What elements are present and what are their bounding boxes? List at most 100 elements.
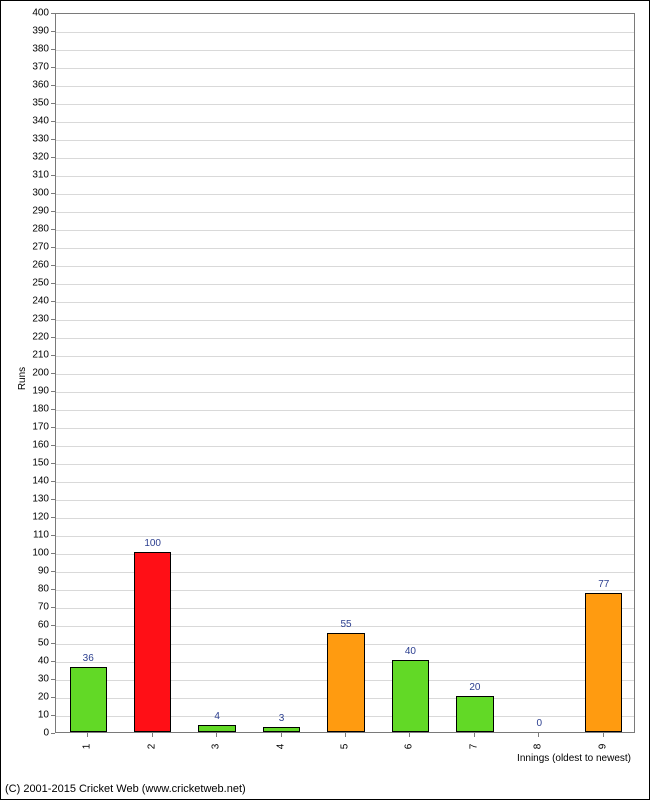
y-tick-mark [51,247,55,248]
y-tick-mark [51,499,55,500]
gridline [56,284,634,285]
x-tick-label: 8 [533,744,544,750]
gridline [56,104,634,105]
y-tick-label: 230 [32,314,49,325]
x-tick-label: 2 [146,744,157,750]
gridline [56,392,634,393]
x-tick-mark [345,733,346,737]
y-tick-label: 60 [38,620,49,631]
y-tick-mark [51,589,55,590]
y-tick-label: 130 [32,494,49,505]
y-tick-mark [51,715,55,716]
y-tick-label: 150 [32,458,49,469]
y-tick-label: 0 [43,728,49,739]
y-tick-mark [51,337,55,338]
gridline [56,68,634,69]
bar-value-label: 4 [214,711,220,722]
x-tick-label: 4 [275,744,286,750]
y-tick-mark [51,517,55,518]
y-tick-mark [51,571,55,572]
y-tick-label: 160 [32,440,49,451]
y-tick-mark [51,31,55,32]
y-tick-mark [51,139,55,140]
y-tick-label: 350 [32,98,49,109]
gridline [56,176,634,177]
y-tick-mark [51,283,55,284]
y-tick-label: 30 [38,674,49,685]
x-tick-mark [87,733,88,737]
y-tick-label: 370 [32,62,49,73]
gridline [56,32,634,33]
bar [198,725,235,732]
y-tick-label: 360 [32,80,49,91]
bar-value-label: 40 [405,646,416,657]
x-tick-label: 7 [468,744,479,750]
y-tick-mark [51,427,55,428]
x-tick-label: 1 [82,744,93,750]
y-tick-mark [51,49,55,50]
bar-value-label: 100 [144,538,161,549]
gridline [56,482,634,483]
gridline [56,302,634,303]
copyright-text: (C) 2001-2015 Cricket Web (www.cricketwe… [5,783,246,795]
gridline [56,86,634,87]
y-tick-label: 400 [32,8,49,19]
y-tick-label: 90 [38,566,49,577]
x-tick-mark [281,733,282,737]
y-tick-label: 20 [38,692,49,703]
gridline [56,194,634,195]
y-tick-label: 210 [32,350,49,361]
x-tick-mark [216,733,217,737]
gridline [56,356,634,357]
y-tick-mark [51,175,55,176]
y-tick-label: 310 [32,170,49,181]
gridline [56,338,634,339]
y-tick-mark [51,229,55,230]
gridline [56,410,634,411]
gridline [56,248,634,249]
y-tick-label: 340 [32,116,49,127]
y-tick-label: 100 [32,548,49,559]
y-tick-label: 140 [32,476,49,487]
x-tick-mark [538,733,539,737]
gridline [56,230,634,231]
bar-value-label: 36 [83,653,94,664]
y-tick-label: 300 [32,188,49,199]
bar [456,696,493,732]
y-tick-mark [51,301,55,302]
y-tick-mark [51,445,55,446]
bar-value-label: 20 [469,682,480,693]
bar [585,593,622,732]
y-tick-mark [51,607,55,608]
y-tick-label: 270 [32,242,49,253]
y-tick-mark [51,733,55,734]
gridline [56,50,634,51]
x-tick-label: 6 [404,744,415,750]
y-tick-mark [51,355,55,356]
gridline [56,518,634,519]
y-tick-mark [51,553,55,554]
gridline [56,446,634,447]
gridline [56,266,634,267]
x-tick-mark [152,733,153,737]
y-tick-label: 390 [32,26,49,37]
y-tick-mark [51,625,55,626]
y-tick-mark [51,391,55,392]
x-tick-mark [603,733,604,737]
y-tick-mark [51,319,55,320]
y-tick-label: 40 [38,656,49,667]
chart-container: 3610043554020077 Runs Innings (oldest to… [0,0,650,800]
bar [134,552,171,732]
y-tick-label: 320 [32,152,49,163]
y-tick-mark [51,643,55,644]
y-tick-mark [51,463,55,464]
y-tick-mark [51,535,55,536]
y-tick-label: 240 [32,296,49,307]
x-tick-label: 5 [340,744,351,750]
y-tick-label: 180 [32,404,49,415]
y-tick-mark [51,679,55,680]
y-tick-mark [51,211,55,212]
y-tick-label: 50 [38,638,49,649]
y-tick-mark [51,697,55,698]
y-axis-title: Runs [17,367,28,390]
